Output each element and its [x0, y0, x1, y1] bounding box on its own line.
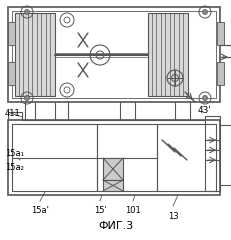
Bar — [103, 180, 122, 191]
Bar — [204, 116, 219, 191]
Text: 15a₂: 15a₂ — [5, 162, 24, 172]
Bar — [147, 13, 187, 96]
Text: 411: 411 — [5, 109, 21, 118]
Bar — [156, 124, 215, 191]
Bar — [8, 7, 219, 102]
Bar — [15, 13, 55, 96]
Circle shape — [24, 96, 29, 101]
Bar — [97, 124, 156, 191]
Bar — [12, 11, 215, 98]
Bar — [12, 124, 215, 191]
Bar — [8, 62, 15, 85]
Text: 15a₁: 15a₁ — [5, 150, 24, 158]
Text: 13: 13 — [167, 212, 178, 221]
Text: 15a': 15a' — [31, 206, 49, 215]
Text: ФИГ.3: ФИГ.3 — [98, 221, 133, 231]
Circle shape — [202, 96, 207, 101]
Text: 101: 101 — [125, 206, 140, 215]
Bar — [103, 158, 122, 180]
Bar — [216, 22, 223, 45]
Bar — [216, 62, 223, 85]
Circle shape — [202, 10, 207, 14]
Circle shape — [24, 10, 29, 14]
Bar — [12, 124, 97, 191]
Bar — [8, 22, 15, 45]
Bar — [8, 120, 219, 195]
Text: 43': 43' — [197, 106, 211, 115]
Text: 15': 15' — [93, 206, 106, 215]
